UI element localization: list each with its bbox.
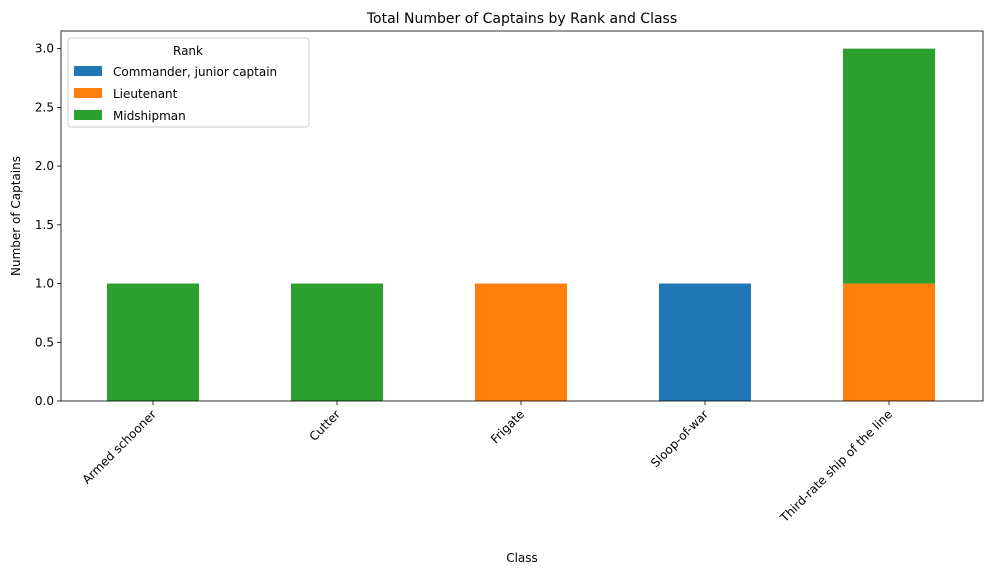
bar-third-rate-ship-of-the-line-series-1 <box>843 283 935 401</box>
bars-group <box>107 48 935 401</box>
y-tick-label: 2.5 <box>35 100 54 114</box>
legend-swatch <box>74 88 102 98</box>
y-tick-label: 1.5 <box>35 218 54 232</box>
legend-label: Commander, junior captain <box>113 65 277 79</box>
chart-title: Total Number of Captains by Rank and Cla… <box>366 11 677 27</box>
legend-swatch <box>74 110 102 120</box>
y-tick-label: 0.0 <box>35 394 54 408</box>
bar-third-rate-ship-of-the-line-series-2 <box>843 48 935 284</box>
legend-title: Rank <box>173 44 203 58</box>
bar-armed-schooner-series-2 <box>107 283 199 401</box>
y-tick-label: 0.5 <box>35 335 54 349</box>
legend-box <box>67 37 310 128</box>
legend-label: Midshipman <box>113 109 186 123</box>
y-tick-label: 1.0 <box>35 277 54 291</box>
y-axis: 0.0 0.5 1.0 1.5 2.0 2.5 3.0 <box>35 42 61 408</box>
bar-cutter-series-2 <box>291 283 383 401</box>
bar-sloop-of-war-series-0 <box>659 283 751 401</box>
bar-frigate-series-1 <box>475 283 567 401</box>
x-axis-label: Class <box>506 551 538 565</box>
y-axis-label: Number of Captains <box>9 156 23 276</box>
legend: Rank Commander, junior captain Lieutenant… <box>67 37 310 128</box>
legend-swatch <box>74 66 102 76</box>
plot-frame <box>60 30 984 402</box>
y-tick-label: 2.0 <box>35 159 54 173</box>
legend-label: Lieutenant <box>113 87 178 101</box>
y-tick-label: 3.0 <box>35 42 54 56</box>
